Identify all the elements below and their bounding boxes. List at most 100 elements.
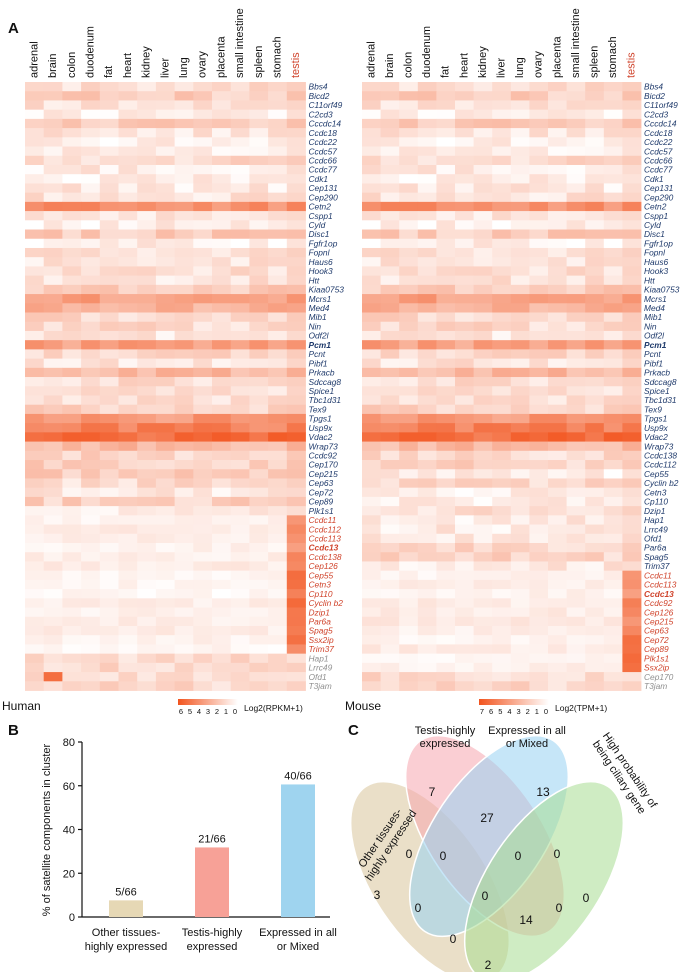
heatmap-cell bbox=[399, 118, 419, 129]
heatmap-cell bbox=[155, 533, 175, 544]
heatmap-cell bbox=[81, 100, 101, 111]
heatmap-cell bbox=[174, 220, 194, 230]
heatmap-cell bbox=[81, 478, 101, 489]
heatmap-cell bbox=[81, 377, 101, 387]
heatmap-cell bbox=[174, 330, 194, 341]
heatmap-cell bbox=[81, 91, 101, 101]
heatmap-cell bbox=[137, 598, 157, 608]
heatmap-cell bbox=[622, 164, 642, 175]
heatmap-cell bbox=[622, 137, 642, 147]
heatmap-cell bbox=[212, 266, 232, 277]
heatmap-cell bbox=[286, 174, 306, 184]
heatmap-cell bbox=[62, 312, 82, 323]
heatmap-cell bbox=[436, 681, 456, 691]
heatmap-cell bbox=[155, 330, 175, 341]
heatmap-cell bbox=[566, 257, 586, 267]
heatmap-cell bbox=[286, 118, 306, 129]
gene-label: Cep131 bbox=[309, 183, 338, 193]
category-label: expressed bbox=[187, 941, 238, 953]
heatmap-cell bbox=[399, 220, 419, 230]
heatmap-cell bbox=[230, 238, 250, 249]
heatmap-cell bbox=[155, 395, 175, 406]
heatmap-cell bbox=[417, 386, 437, 396]
heatmap-cell bbox=[43, 146, 63, 157]
heatmap-cell bbox=[193, 146, 213, 157]
heatmap-cell bbox=[62, 211, 82, 221]
heatmap-cell bbox=[622, 543, 642, 553]
legend-tick: 0 bbox=[544, 707, 548, 715]
heatmap-cell bbox=[417, 589, 437, 599]
heatmap-cell bbox=[43, 625, 63, 636]
heatmap-cell bbox=[137, 487, 157, 498]
heatmap-cell bbox=[137, 662, 157, 673]
heatmap-cell bbox=[193, 183, 213, 194]
heatmap-cell bbox=[492, 312, 512, 323]
gene-label: Dzip1 bbox=[644, 506, 665, 516]
heatmap-cell bbox=[510, 478, 530, 489]
heatmap-cell bbox=[230, 460, 250, 470]
heatmap-cell bbox=[399, 349, 419, 359]
heatmap-cell bbox=[529, 395, 549, 406]
heatmap-cell bbox=[174, 625, 194, 636]
heatmap-cell bbox=[529, 625, 549, 636]
heatmap-cell bbox=[510, 524, 530, 535]
heatmap-cell bbox=[492, 506, 512, 516]
heatmap-cell bbox=[510, 672, 530, 682]
heatmap-cell bbox=[492, 174, 512, 184]
heatmap-cell bbox=[492, 82, 512, 92]
heatmap-cell bbox=[399, 469, 419, 479]
heatmap-cell bbox=[81, 183, 101, 194]
heatmap-cell bbox=[603, 496, 623, 507]
heatmap-cell bbox=[43, 303, 63, 313]
heatmap-cell bbox=[137, 238, 157, 249]
heatmap-cell bbox=[249, 229, 269, 240]
heatmap-cell bbox=[268, 386, 288, 396]
heatmap-cell bbox=[268, 616, 288, 627]
gene-label: Tpgs1 bbox=[644, 414, 667, 424]
heatmap-cell bbox=[212, 496, 232, 507]
heatmap-cell bbox=[99, 137, 119, 147]
heatmap-cell bbox=[585, 681, 605, 691]
heatmap-cell bbox=[249, 561, 269, 572]
heatmap-cell bbox=[473, 229, 493, 240]
tissue-label: small intestine bbox=[570, 8, 582, 78]
gene-label: Mcrs1 bbox=[309, 294, 332, 304]
heatmap-cell bbox=[137, 616, 157, 627]
heatmap-cell bbox=[81, 533, 101, 544]
heatmap-cell bbox=[43, 496, 63, 507]
heatmap-cell bbox=[399, 146, 419, 157]
heatmap-cell bbox=[622, 266, 642, 277]
heatmap-cell bbox=[362, 137, 381, 147]
heatmap-cell bbox=[174, 146, 194, 157]
heatmap-cell bbox=[585, 137, 605, 147]
gene-label: C2cd3 bbox=[309, 109, 334, 119]
heatmap-cell bbox=[118, 533, 138, 544]
heatmap-cell bbox=[193, 303, 213, 313]
gene-label: Tex9 bbox=[644, 404, 662, 414]
heatmap-cell bbox=[492, 238, 512, 249]
heatmap-cell bbox=[417, 358, 437, 369]
heatmap-cell bbox=[249, 247, 269, 258]
heatmap-cell bbox=[492, 662, 512, 673]
heatmap-cell bbox=[137, 155, 157, 166]
heatmap-cell bbox=[137, 524, 157, 535]
heatmap-cell bbox=[455, 174, 474, 184]
heatmap-cell bbox=[622, 377, 642, 387]
heatmap-cell bbox=[43, 552, 63, 562]
heatmap-cell bbox=[436, 450, 456, 461]
heatmap-cell bbox=[622, 211, 642, 221]
heatmap-cell bbox=[380, 653, 400, 664]
heatmap-cell bbox=[43, 404, 63, 415]
heatmap-cell bbox=[417, 450, 437, 461]
heatmap-cell bbox=[286, 450, 306, 461]
heatmap-cell bbox=[603, 469, 623, 479]
heatmap-cell bbox=[118, 220, 138, 230]
heatmap-cell bbox=[399, 598, 419, 608]
heatmap-cell bbox=[362, 220, 381, 230]
heatmap-cell bbox=[81, 496, 101, 507]
heatmap-cell bbox=[137, 515, 157, 525]
heatmap-cell bbox=[362, 543, 381, 553]
heatmap-cell bbox=[622, 644, 642, 655]
heatmap-cell bbox=[286, 183, 306, 194]
heatmap-cell bbox=[137, 174, 157, 184]
